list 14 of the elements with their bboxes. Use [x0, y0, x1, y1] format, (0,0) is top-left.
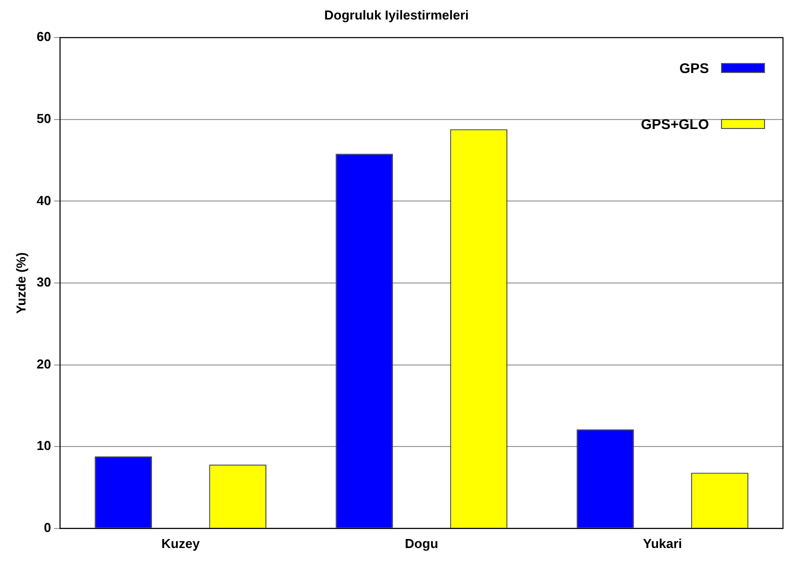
y-axis-title: Yuzde (%): [13, 252, 28, 314]
y-tick-label: 20: [36, 356, 52, 372]
legend-label: GPS+GLO: [640, 116, 709, 132]
legend-label: GPS: [679, 60, 709, 76]
y-tick-label: 10: [36, 438, 52, 454]
y-tick-label: 0: [44, 520, 52, 535]
y-tick-label: 40: [36, 192, 52, 208]
y-tick-label: 50: [36, 110, 52, 126]
chart-title: Dogruluk Iyilestirmeleri: [324, 7, 469, 22]
x-tick-label: Kuzey: [161, 536, 200, 551]
x-tick-label: Dogu: [404, 536, 438, 551]
y-tick-label: 30: [36, 274, 52, 290]
y-tick-label: 60: [36, 29, 52, 44]
x-tick-label: Yukari: [642, 536, 682, 551]
